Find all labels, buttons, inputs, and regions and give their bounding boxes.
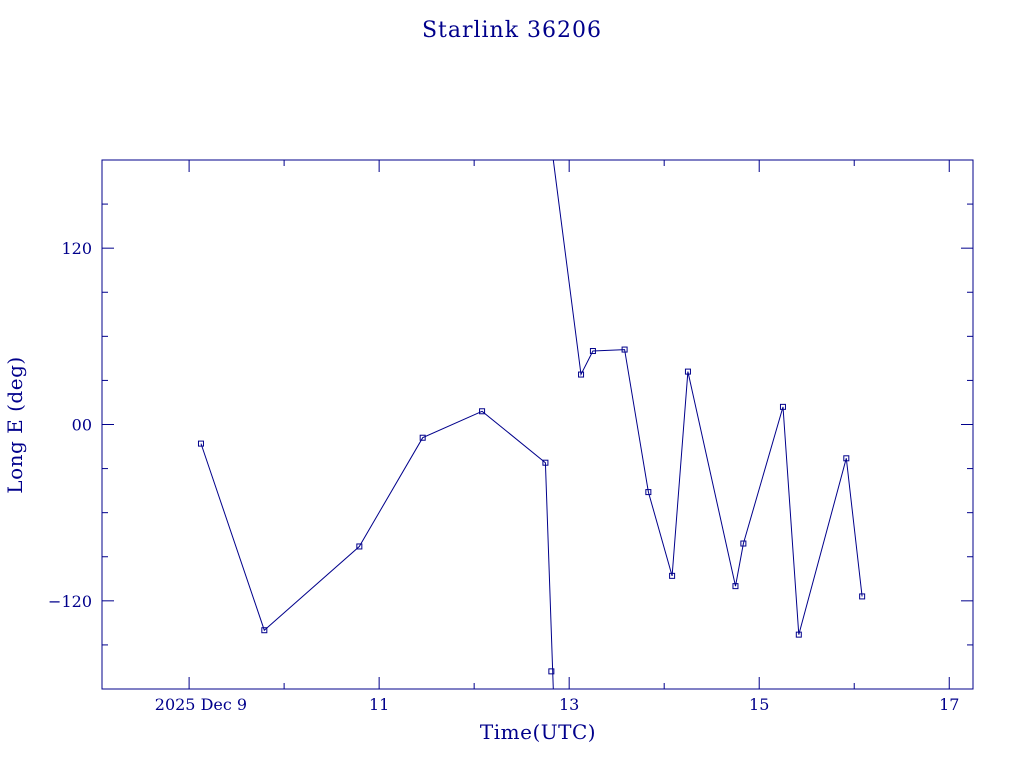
data-point bbox=[795, 631, 802, 638]
data-point bbox=[684, 368, 691, 375]
data-point bbox=[843, 455, 850, 462]
data-point bbox=[578, 371, 585, 378]
data-point bbox=[197, 440, 204, 447]
x-tick-label: 13 bbox=[559, 695, 579, 714]
data-point bbox=[669, 572, 676, 579]
y-tick-label: −120 bbox=[48, 592, 92, 611]
x-axis-label: Time(UTC) bbox=[480, 720, 596, 744]
y-axis-label: Long E (deg) bbox=[3, 356, 27, 493]
data-point bbox=[548, 668, 555, 675]
x-tick-label: 2025 Dec 9 bbox=[155, 695, 247, 714]
data-point bbox=[740, 540, 747, 547]
axis-ticks bbox=[102, 160, 973, 689]
data-point bbox=[542, 459, 549, 466]
tick-labels: 2025 Dec 9 11 13 15 17 120 00 −120 bbox=[48, 239, 959, 714]
series-line-segment bbox=[200, 410, 554, 690]
data-point bbox=[589, 348, 596, 355]
data-point bbox=[261, 627, 268, 634]
data-point bbox=[479, 408, 486, 415]
plot-frame bbox=[101, 159, 974, 690]
data-markers bbox=[197, 346, 866, 675]
y-tick-label: 120 bbox=[61, 239, 92, 258]
chart-title: Starlink 36206 bbox=[422, 18, 602, 43]
data-point bbox=[779, 403, 786, 410]
x-tick-label: 17 bbox=[939, 695, 959, 714]
x-tick-label: 15 bbox=[749, 695, 769, 714]
data-point bbox=[645, 489, 652, 496]
series-line-segment bbox=[552, 159, 863, 635]
data-point bbox=[732, 583, 739, 590]
data-point bbox=[859, 593, 866, 600]
data-point bbox=[621, 346, 628, 353]
data-point bbox=[356, 543, 363, 550]
x-tick-label: 11 bbox=[369, 695, 389, 714]
series-longitude bbox=[200, 159, 863, 690]
y-tick-label: 00 bbox=[72, 416, 92, 435]
data-point bbox=[419, 434, 426, 441]
